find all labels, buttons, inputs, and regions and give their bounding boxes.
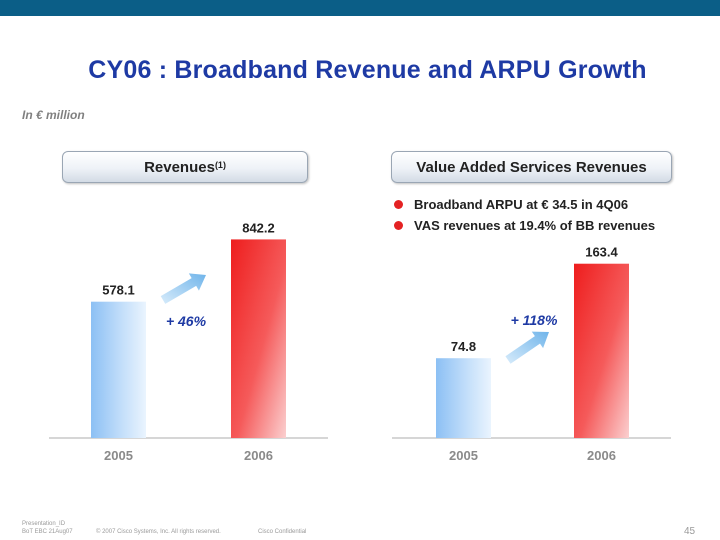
footer-confidential: Cisco Confidential (258, 529, 307, 535)
top-banner (0, 0, 720, 16)
bullet-arpu: Broadband ARPU at € 34.5 in 4Q06 (394, 194, 655, 215)
vas-bullet-list: Broadband ARPU at € 34.5 in 4Q06 VAS rev… (394, 194, 655, 236)
units-subtitle: In € million (22, 108, 85, 122)
bullet-arpu-text: Broadband ARPU at € 34.5 in 4Q06 (414, 197, 629, 212)
growth-label: + 46% (166, 313, 207, 329)
revenues-header-label: Revenues (144, 158, 215, 176)
x-tick-label: 2006 (587, 448, 616, 463)
bullet-vas-share-text: VAS revenues at 19.4% of BB revenues (414, 218, 656, 233)
footer-presentation-id: Presentation_ID (22, 521, 66, 527)
x-tick-label: 2005 (104, 448, 133, 463)
bar-2005 (436, 358, 491, 438)
vas-header-label: Value Added Services Revenues (416, 158, 647, 176)
bullet-vas-share: VAS revenues at 19.4% of BB revenues (394, 215, 655, 236)
x-tick-label: 2006 (244, 448, 273, 463)
data-label: 163.4 (585, 245, 618, 260)
growth-arrow-icon (505, 331, 549, 364)
revenues-footnote-marker: (1) (214, 160, 226, 170)
bar-2006 (231, 239, 286, 438)
bullet-dot-icon (394, 200, 403, 209)
x-tick-label: 2005 (449, 448, 478, 463)
growth-label: + 118% (511, 312, 558, 328)
data-label: 74.8 (451, 339, 476, 354)
footer-event: BoT EBC 21Aug07 (22, 529, 73, 535)
footer-copyright: © 2007 Cisco Systems, Inc. All rights re… (96, 529, 221, 535)
slide-title: CY06 : Broadband Revenue and ARPU Growth (88, 56, 647, 84)
page-number: 45 (684, 526, 696, 537)
revenues-panel-header: Revenues (1) (62, 151, 308, 183)
vas-panel-header: Value Added Services Revenues (391, 151, 672, 183)
bullet-dot-icon (394, 221, 403, 230)
data-label: 842.2 (242, 220, 275, 235)
bar-2006 (574, 263, 629, 438)
data-label: 578.1 (102, 283, 135, 298)
bar-2005 (91, 301, 146, 438)
growth-arrow-icon (160, 273, 206, 304)
